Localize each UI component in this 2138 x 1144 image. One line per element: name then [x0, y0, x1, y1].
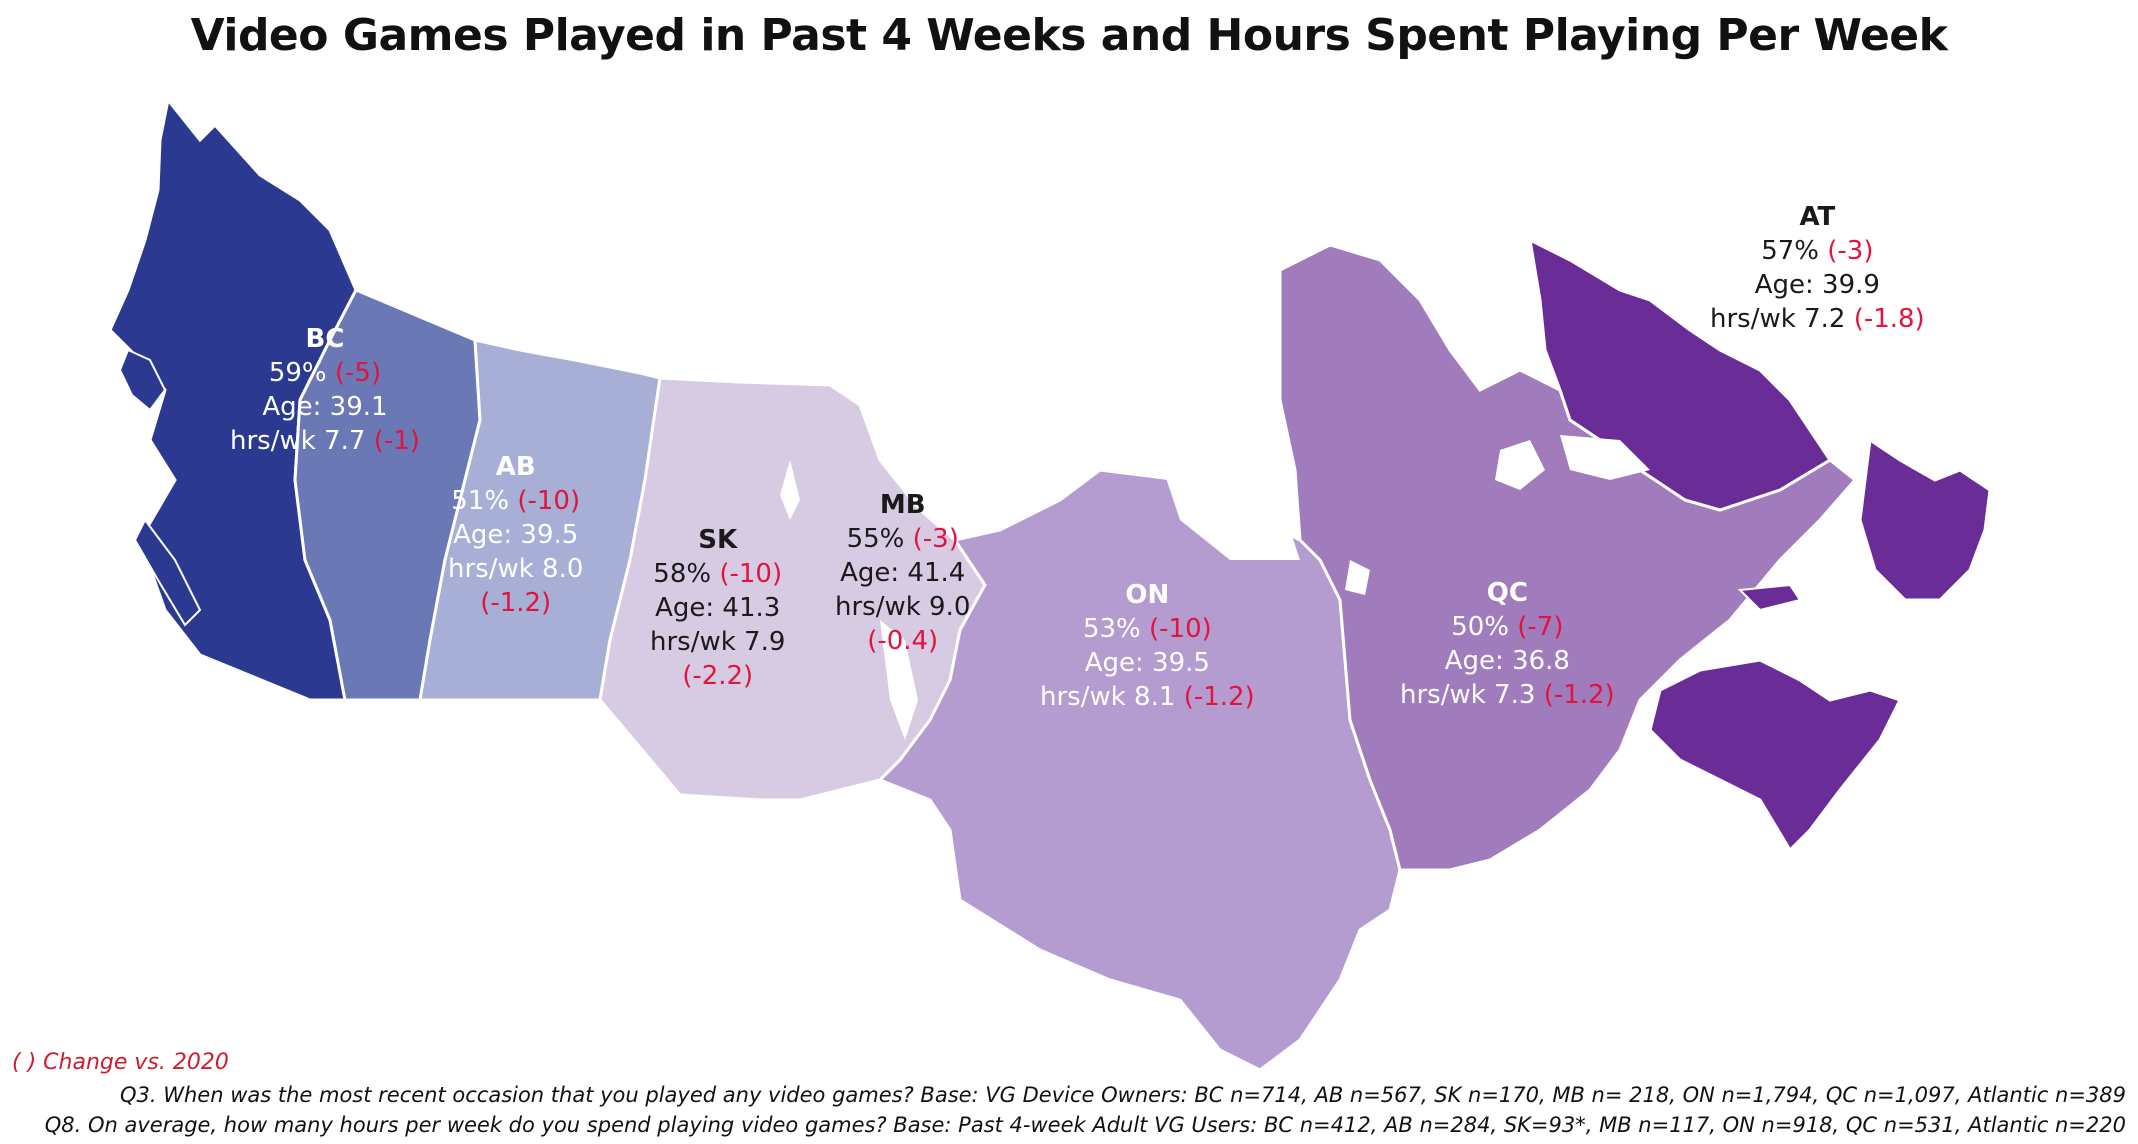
region-label-bc: BC 59% (-5) Age: 39.1 hrs/wk 7.7 (-1): [230, 322, 420, 458]
region-pct: 58%: [653, 559, 712, 589]
region-hrs: hrs/wk 8.1: [1040, 682, 1176, 712]
region-pct-change: (-7): [1517, 612, 1564, 642]
region-hrs-change: (-1.8): [1853, 304, 1925, 334]
lake: [650, 340, 700, 370]
region-pct-change: (-10): [719, 559, 783, 589]
region-label-qc: QC 50% (-7) Age: 36.8 hrs/wk 7.3 (-1.2): [1400, 576, 1615, 712]
region-pct-change: (-10): [517, 486, 581, 516]
region-hrs-change: (-1): [373, 426, 420, 456]
region-age: Age: 39.1: [262, 392, 388, 422]
region-pct-change: (-3): [1827, 236, 1874, 266]
lake: [1495, 440, 1545, 490]
lake: [780, 460, 800, 520]
region-pct: 51%: [451, 486, 510, 516]
region-code: AT: [1799, 202, 1836, 232]
region-hrs: hrs/wk 7.9: [650, 627, 786, 657]
region-at-maritimes: [1648, 658, 1903, 853]
region-at-pei: [1737, 583, 1802, 612]
region-bc-island: [118, 348, 167, 412]
region-pct: 50%: [1451, 612, 1510, 642]
region-age: Age: 41.4: [840, 558, 966, 588]
footnote-q3: Q3. When was the most recent occasion th…: [119, 1083, 2126, 1107]
lake: [1560, 435, 1650, 480]
map-title: Video Games Played in Past 4 Weeks and H…: [190, 10, 1948, 61]
region-age: Age: 39.5: [453, 520, 579, 550]
region-code: BC: [305, 324, 345, 354]
region-pct: 55%: [846, 524, 905, 554]
region-pct: 57%: [1761, 236, 1820, 266]
region-at-newfoundland: [1858, 437, 1992, 602]
region-qc: [1278, 243, 1858, 872]
region-code: SK: [698, 525, 738, 555]
region-hrs: hrs/wk 7.3: [1400, 680, 1536, 710]
region-code: MB: [879, 490, 926, 520]
region-hrs-change: (-0.4): [867, 626, 939, 656]
change-legend: ( ) Change vs. 2020: [12, 1050, 229, 1075]
region-code: AB: [495, 452, 536, 482]
region-hrs-change: (-1.2): [1183, 682, 1255, 712]
region-label-ab: AB 51% (-10) Age: 39.5 hrs/wk 8.0 (-1.2): [448, 450, 583, 620]
region-code: QC: [1486, 578, 1528, 608]
region-age: Age: 41.3: [655, 593, 781, 623]
region-hrs-change: (-2.2): [682, 661, 754, 691]
footnote-q8: Q8. On average, how many hours per week …: [44, 1113, 2126, 1137]
region-label-on: ON 53% (-10) Age: 39.5 hrs/wk 8.1 (-1.2): [1040, 578, 1255, 714]
region-age: Age: 39.9: [1754, 270, 1880, 300]
region-pct-change: (-5): [334, 358, 382, 388]
lake: [1160, 390, 1300, 560]
region-label-at: AT 57% (-3) Age: 39.9 hrs/wk 7.2 (-1.8): [1710, 200, 1925, 336]
region-pct-change: (-10): [1149, 614, 1212, 644]
region-age: Age: 36.8: [1444, 646, 1570, 676]
region-hrs: hrs/wk 8.0: [448, 554, 584, 584]
lake: [880, 620, 918, 740]
region-hrs: hrs/wk 7.7: [230, 426, 366, 456]
region-hrs-change: (-1.2): [1543, 680, 1615, 710]
region-hrs: hrs/wk 7.2: [1710, 304, 1846, 334]
region-label-sk: SK 58% (-10) Age: 41.3 hrs/wk 7.9 (-2.2): [650, 523, 785, 693]
region-bc-island: [133, 518, 202, 627]
region-code: ON: [1125, 580, 1170, 610]
region-age: Age: 39.5: [1084, 648, 1210, 678]
region-pct: 59%: [268, 358, 327, 388]
region-bc: [108, 96, 358, 702]
region-pct-change: (-3): [912, 524, 959, 554]
region-label-mb: MB 55% (-3) Age: 41.4 hrs/wk 9.0 (-0.4): [835, 488, 970, 658]
region-hrs-change: (-1.2): [480, 588, 552, 618]
region-hrs: hrs/wk 9.0: [835, 592, 971, 622]
region-pct: 53%: [1082, 614, 1141, 644]
lake: [1345, 560, 1370, 595]
